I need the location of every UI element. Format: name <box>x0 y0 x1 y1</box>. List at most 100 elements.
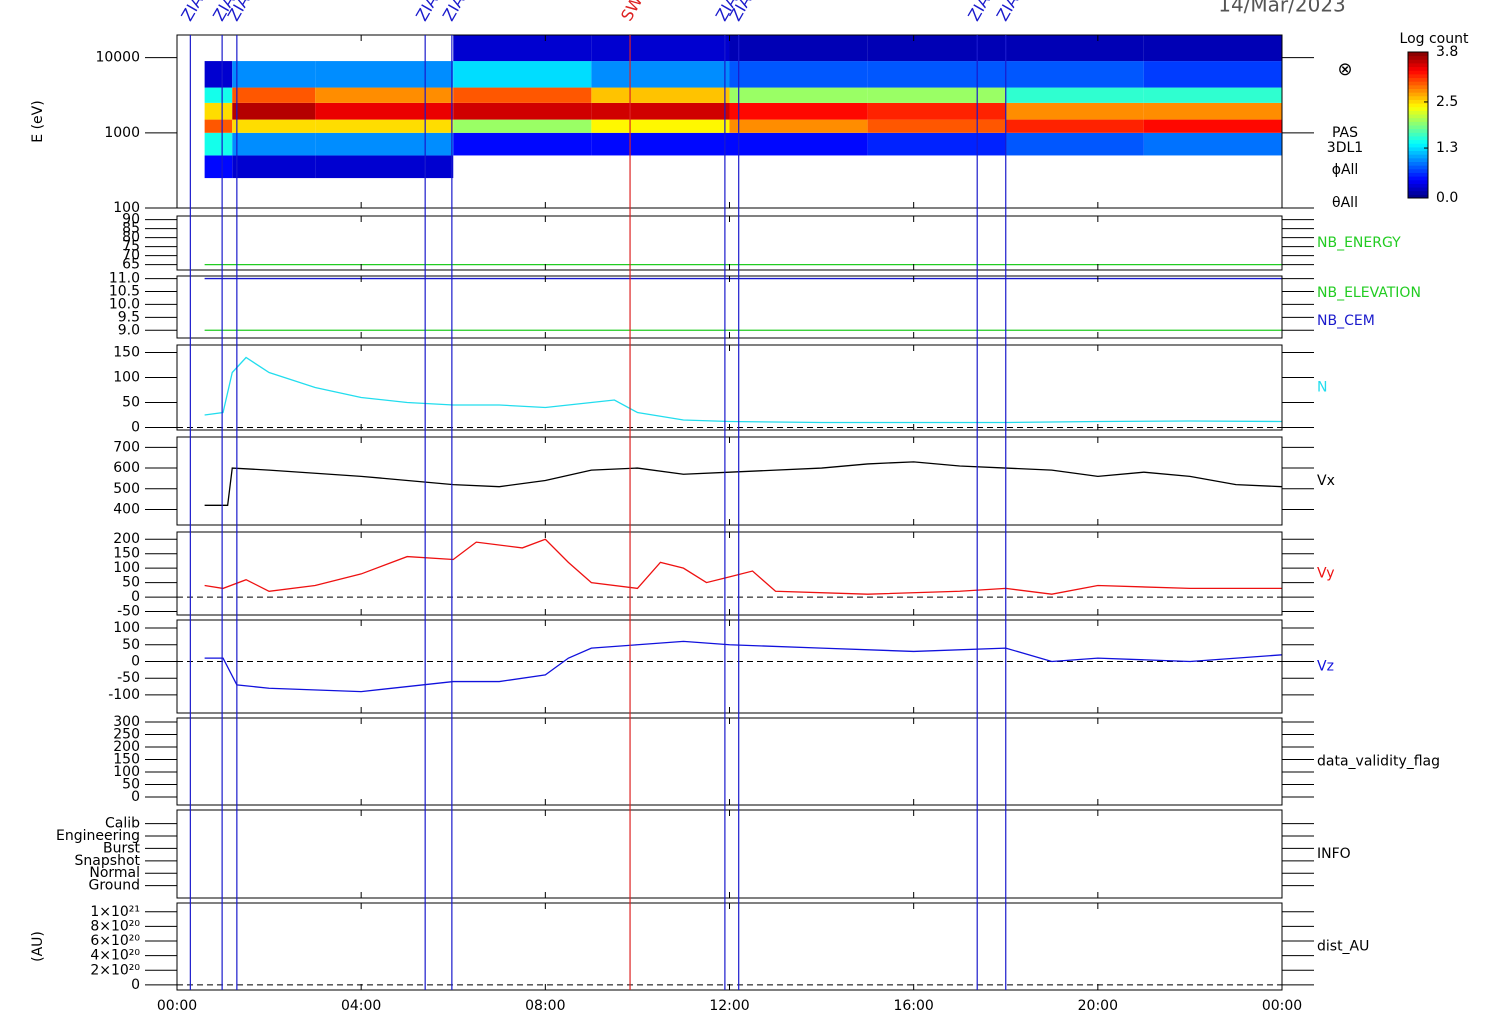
spectrogram-cell <box>1005 132 1144 156</box>
y-tick-label: 150 <box>113 345 140 361</box>
panel-frame <box>176 34 1283 209</box>
colorbar-step <box>1408 59 1428 64</box>
x-tick-label: 12:00 <box>709 998 749 1014</box>
spectrogram-cell <box>591 87 730 103</box>
spectrogram-cell <box>315 102 454 120</box>
x-tick-label: 16:00 <box>893 998 933 1014</box>
series-line <box>204 640 1283 693</box>
series-label: NB_ENERGY <box>1317 235 1401 251</box>
y-tick-label: 100 <box>113 200 140 216</box>
spectrogram-cell <box>1143 102 1282 120</box>
spectrogram-cell <box>1143 61 1282 88</box>
spectrogram-cell <box>204 87 233 103</box>
y-tick-label: 100 <box>113 620 140 636</box>
spectrogram-cell <box>867 102 1006 120</box>
y-tick-label: 0 <box>131 789 140 805</box>
y-tick-label: 50 <box>122 637 140 653</box>
y-tick-label: -50 <box>117 670 140 686</box>
panel-frame <box>176 717 1283 806</box>
panel-label: data_validity_flag <box>1317 754 1440 770</box>
y-tick-label: 0 <box>131 420 140 436</box>
colorbar-step <box>1408 139 1428 144</box>
colorbar-step <box>1408 168 1428 173</box>
side-label: ϕAll <box>1332 162 1359 178</box>
side-label: θAll <box>1332 195 1358 211</box>
y-tick-label: Snapshot <box>75 853 141 869</box>
y-tick-label: 9.0 <box>118 322 140 338</box>
colorbar-step <box>1408 95 1428 100</box>
colorbar-step <box>1408 92 1428 97</box>
spectrogram-cell <box>1005 119 1144 133</box>
spectrogram-cell <box>729 102 868 120</box>
panel-label: INFO <box>1317 846 1351 862</box>
side-label: PAS <box>1332 125 1358 141</box>
spectrogram-cell <box>204 61 233 88</box>
y-tick-label: 9.5 <box>118 309 140 325</box>
spectrogram-cell <box>867 35 1006 62</box>
spectrogram-cell <box>729 35 868 62</box>
side-label: 3DL1 <box>1327 140 1363 156</box>
y-tick-label: 100 <box>113 370 140 386</box>
spectrogram-cell <box>867 119 1006 133</box>
y-axis-label: E (eV) <box>30 100 46 142</box>
y-tick-label: 250 <box>113 727 140 743</box>
y-axis-label: (AU) <box>30 931 46 962</box>
spectrogram-cell <box>232 87 316 103</box>
y-tick-label: Ground <box>89 878 141 894</box>
colorbar-step <box>1408 154 1428 159</box>
colorbar-step <box>1408 161 1428 166</box>
y-tick-label: 6×10²⁰ <box>90 933 140 949</box>
spectrogram-cell <box>204 132 233 156</box>
y-tick-label: Calib <box>105 816 140 832</box>
event-label: SW <box>617 0 647 24</box>
spectrogram-cell <box>1143 119 1282 133</box>
colorbar-step <box>1408 121 1428 126</box>
x-tick-label: 08:00 <box>525 998 565 1014</box>
colorbar-tick-label: 0.0 <box>1436 190 1458 206</box>
spectrogram-cell <box>729 61 868 88</box>
y-tick-label: 100 <box>113 764 140 780</box>
spectrogram-cell <box>232 132 316 156</box>
spectrogram-cell <box>315 61 454 88</box>
series-label: NB_ELEVATION <box>1317 285 1421 301</box>
y-tick-label: 400 <box>113 501 140 517</box>
colorbar-step <box>1408 88 1428 93</box>
panel-frame <box>176 275 1283 339</box>
y-tick-label: 10.5 <box>109 284 140 300</box>
spectrogram-cell <box>232 61 316 88</box>
y-tick-label: 85 <box>122 221 140 237</box>
y-tick-label: Burst <box>103 840 141 856</box>
colorbar-step <box>1408 84 1428 89</box>
panel-frame <box>176 344 1283 431</box>
spectrogram-cell <box>729 87 868 103</box>
y-tick-label: 1×10²¹ <box>90 904 140 920</box>
spectrogram-cell <box>591 132 730 156</box>
panel-label: dist_AU <box>1317 939 1369 955</box>
spectrogram-cell <box>1005 61 1144 88</box>
y-tick-label: 4×10²⁰ <box>90 948 140 964</box>
colorbar-step <box>1408 52 1428 57</box>
colorbar-step <box>1408 143 1428 148</box>
y-tick-label: 150 <box>113 546 140 562</box>
y-tick-label: 50 <box>122 395 140 411</box>
y-tick-label: 700 <box>113 439 140 455</box>
y-tick-label: 100 <box>113 560 140 576</box>
panel-frame <box>176 619 1283 714</box>
spectrogram-cell <box>591 119 730 133</box>
colorbar-step <box>1408 81 1428 86</box>
colorbar-step <box>1408 125 1428 130</box>
panel-frame <box>176 531 1283 616</box>
event-label: ZIAS <box>439 0 474 24</box>
colorbar-step <box>1408 183 1428 188</box>
spectrogram-cell <box>867 61 1006 88</box>
series-label: Vz <box>1317 659 1334 675</box>
spectrogram-cell <box>204 155 233 179</box>
spectrogram-cell <box>867 87 1006 103</box>
colorbar-step <box>1408 117 1428 122</box>
spectrogram-cell <box>729 132 868 156</box>
colorbar-step <box>1408 106 1428 111</box>
colorbar-step <box>1408 165 1428 170</box>
y-tick-label: 50 <box>122 777 140 793</box>
spectrogram-cell <box>204 119 233 133</box>
